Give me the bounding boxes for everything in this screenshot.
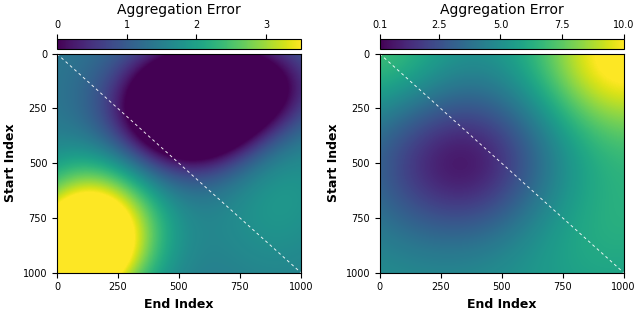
X-axis label: End Index: End Index — [144, 298, 214, 311]
X-axis label: Aggregation Error: Aggregation Error — [440, 3, 564, 17]
Y-axis label: Start Index: Start Index — [327, 124, 340, 203]
Y-axis label: Start Index: Start Index — [4, 124, 17, 203]
X-axis label: End Index: End Index — [467, 298, 536, 311]
X-axis label: Aggregation Error: Aggregation Error — [117, 3, 241, 17]
